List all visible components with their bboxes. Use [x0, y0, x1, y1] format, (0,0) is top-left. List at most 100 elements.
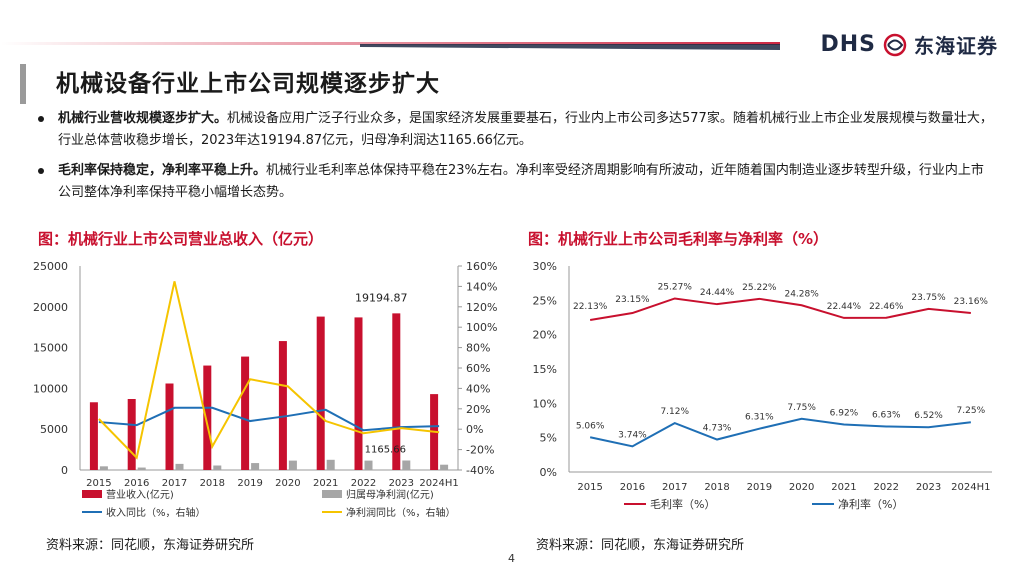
net-profit-bar: [99, 466, 108, 470]
right-axis-tick-label: 140%: [466, 280, 497, 293]
gross-margin-line: [589, 297, 971, 322]
left-axis-tick-label: 15000: [33, 342, 68, 355]
revenue-bar: [127, 399, 136, 470]
x-axis-tick-label: 2015: [86, 478, 111, 489]
revenue-bar: [392, 313, 401, 470]
chart-background: [0, 252, 512, 528]
revenue-bar: [316, 316, 325, 470]
gross-margin-data-label: 25.27%: [658, 282, 693, 292]
margin-chart: 0% 5% 10% 15% 20% 25% 30% 2015 2016 2017 2018 2019 2…: [512, 252, 1024, 528]
revenue-chart-title: 图：机械行业上市公司营业总收入（亿元）: [38, 230, 324, 248]
x-axis-tick-label: 2024H1: [419, 478, 458, 489]
legend-revenue-label: 营业收入(亿元): [106, 488, 174, 501]
net-profit-bar: [251, 463, 260, 470]
revenue-bar: [165, 383, 174, 470]
gross-margin-data-label: 25.22%: [742, 283, 777, 293]
net-profit-bar: [137, 467, 146, 470]
left-axis-tick-label: 0: [61, 464, 68, 477]
net-margin-data-label: 6.92%: [830, 408, 859, 418]
y-axis-tick-label: 10%: [533, 397, 557, 410]
legend-revenue-yoy-label: 收入同比（%，右轴）: [106, 506, 206, 519]
x-axis-tick-label: 2016: [620, 482, 645, 493]
right-axis-tick-label: -20%: [466, 444, 494, 457]
chart-background: [512, 252, 1024, 528]
x-axis-tick-label: 2023: [916, 482, 941, 493]
y-axis-tick-label: 30%: [533, 260, 557, 273]
net-margin-data-label: 4.73%: [703, 424, 732, 434]
net-margin-data-label: 6.31%: [745, 413, 774, 423]
gross-margin-data-label: 22.44%: [827, 302, 862, 312]
header-decoration: [0, 42, 780, 50]
net-profit-bar: [213, 465, 222, 470]
legend-net-profit-yoy-label: 净利润同比（%，右轴）: [346, 506, 456, 519]
bullet-item-margin: 毛利率保持稳定，净利率平稳上升。机械行业毛利率总体保持平稳在23%左右。净利率受…: [36, 160, 996, 204]
y-axis-tick-label: 5%: [540, 432, 557, 445]
x-axis-tick-label: 2019: [237, 478, 262, 489]
company-logo: DHS 东海证券: [820, 30, 998, 59]
right-axis-tick-label: 60%: [466, 362, 490, 375]
net-profit-bar: [402, 460, 411, 470]
net-margin-data-label: 6.52%: [914, 411, 943, 421]
net-margin-data-label: 7.12%: [660, 407, 689, 417]
y-axis-tick-label: 0%: [540, 466, 557, 479]
bullet-dot-icon: [38, 116, 44, 122]
net-margin-line: [589, 417, 971, 448]
revenue-bar: [241, 356, 250, 470]
revenue-chart: 0 5000 10000 15000 20000 25000 -40% -20% 0% 20% 40…: [0, 252, 512, 528]
left-axis-tick-label: 5000: [40, 423, 68, 436]
bullet-lead: 机械行业营收规模逐步扩大。: [58, 111, 228, 126]
revenue-bar: [354, 317, 363, 470]
legend-net-profit-swatch: [322, 490, 342, 498]
revenue-bar: [89, 402, 98, 470]
net-profit-yoy-line: [98, 281, 440, 460]
x-axis-tick-label: 2015: [577, 482, 602, 493]
revenue-bar: [278, 341, 287, 470]
x-axis-tick-label: 2018: [200, 478, 225, 489]
x-axis-tick-label: 2021: [313, 478, 338, 489]
x-axis-tick-label: 2017: [662, 482, 687, 493]
legend-net-profit-label: 归属母净利润(亿元): [346, 488, 434, 501]
net-margin-data-label: 6.63%: [872, 410, 901, 420]
x-axis-tick-label: 2018: [704, 482, 729, 493]
net-margin-data-label: 5.06%: [576, 421, 605, 431]
x-axis-tick-label: 2019: [747, 482, 772, 493]
net-margin-data-label: 3.74%: [618, 430, 647, 440]
y-axis-tick-label: 20%: [533, 329, 557, 342]
net-profit-bar: [364, 460, 373, 470]
net-profit-bar: [288, 460, 297, 470]
left-axis-tick-label: 10000: [33, 382, 68, 395]
left-axis-tick-label: 20000: [33, 301, 68, 314]
right-axis-tick-label: 40%: [466, 382, 490, 395]
title-accent-bar: [20, 64, 26, 104]
page-title: 机械设备行业上市公司规模逐步扩大: [56, 70, 440, 97]
left-axis-tick-label: 25000: [33, 260, 68, 273]
gross-margin-data-label: 23.15%: [615, 295, 650, 305]
right-axis-tick-label: 80%: [466, 342, 490, 355]
logo-dragon-icon: [883, 33, 907, 56]
right-axis-tick-label: -40%: [466, 464, 494, 477]
bullet-item-revenue: 机械行业营收规模逐步扩大。机械设备应用广泛子行业众多，是国家经济发展重要基石，行…: [36, 108, 996, 152]
right-axis-tick-label: 0%: [466, 423, 483, 436]
x-axis-tick-label: 2022: [351, 478, 376, 489]
right-axis-tick-label: 120%: [466, 301, 497, 314]
gross-margin-data-label: 23.16%: [954, 297, 989, 307]
logo-dhs-text: DHS: [820, 32, 876, 57]
source-note-left: 资料来源：同花顺，东海证券研究所: [46, 538, 255, 553]
x-axis-tick-label: 2023: [389, 478, 414, 489]
gross-margin-data-label: 23.75%: [911, 293, 946, 303]
legend-gross-margin-label: 毛利率（%）: [650, 497, 715, 511]
x-axis-tick-label: 2024H1: [951, 482, 990, 493]
page-number: 4: [508, 552, 515, 565]
gross-margin-data-label: 22.13%: [573, 302, 608, 312]
revenue-bar: [203, 365, 212, 470]
header-red-line: [0, 42, 780, 45]
y-axis-tick-label: 15%: [533, 363, 557, 376]
revenue-2023-data-label: 19194.87: [355, 291, 408, 304]
revenue-yoy-line: [98, 406, 440, 432]
right-axis-tick-label: 160%: [466, 260, 497, 273]
right-axis-tick-label: 100%: [466, 321, 497, 334]
gross-margin-data-label: 24.44%: [700, 288, 735, 298]
legend-net-margin-label: 净利率（%）: [838, 497, 903, 511]
x-axis-tick-label: 2020: [275, 478, 300, 489]
x-axis-tick-label: 2020: [789, 482, 814, 493]
